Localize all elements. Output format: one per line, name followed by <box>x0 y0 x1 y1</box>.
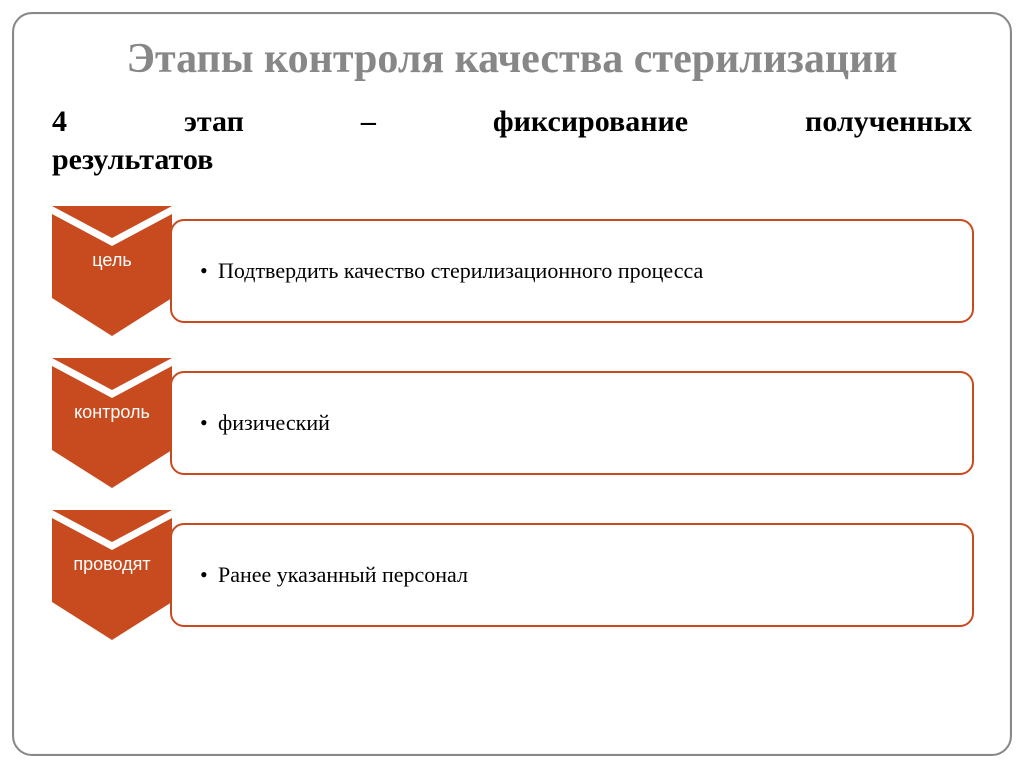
chevron: проводят <box>52 510 172 640</box>
chevron-down-icon <box>52 510 172 640</box>
slide-title: Этапы контроля качества стерилизации <box>50 36 974 83</box>
chevron-down-icon <box>52 206 172 336</box>
content-box: •физический <box>170 371 974 475</box>
subtitle-line-2: результатов <box>52 141 972 179</box>
slide-frame: Этапы контроля качества стерилизации 4 э… <box>12 12 1012 756</box>
diagram-rows: цель •Подтвердить качество стерилизацион… <box>50 206 974 640</box>
chevron: цель <box>52 206 172 336</box>
subtitle-line-1: 4 этап – фиксирование полученных <box>52 105 972 138</box>
content-box: •Ранее указанный персонал <box>170 523 974 627</box>
chevron-down-icon <box>52 358 172 488</box>
chevron-label: проводят <box>52 554 172 575</box>
content-box: •Подтвердить качество стерилизационного … <box>170 219 974 323</box>
content-text: •Ранее указанный персонал <box>200 562 468 588</box>
chevron: контроль <box>52 358 172 488</box>
content-text: •Подтвердить качество стерилизационного … <box>200 258 703 284</box>
diagram-row: цель •Подтвердить качество стерилизацион… <box>52 206 974 336</box>
slide-subtitle: 4 этап – фиксирование полученных результ… <box>50 103 974 178</box>
content-text: •физический <box>200 410 330 436</box>
diagram-row: контроль •физический <box>52 358 974 488</box>
chevron-label: контроль <box>52 402 172 423</box>
chevron-label: цель <box>52 250 172 271</box>
diagram-row: проводят •Ранее указанный персонал <box>52 510 974 640</box>
